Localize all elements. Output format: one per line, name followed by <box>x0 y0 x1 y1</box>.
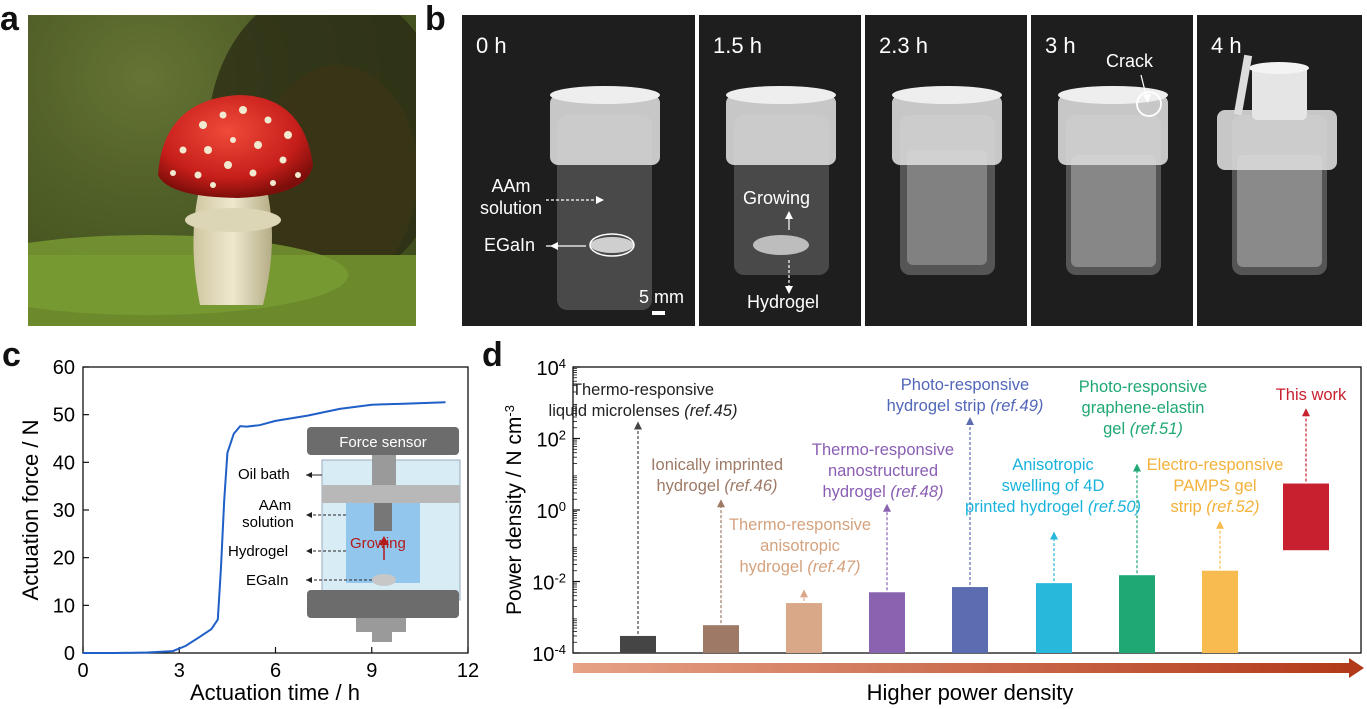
aam-line1: AAm <box>491 176 531 196</box>
bar <box>703 625 739 653</box>
bar <box>1202 570 1238 653</box>
bar-label: This work <box>1276 386 1347 404</box>
frame-0h: 0 h AAm solution EGaIn 5 mm <box>462 15 695 326</box>
x-axis-label: Actuation time / h <box>190 680 360 705</box>
vial-1-5h <box>726 86 836 294</box>
panel-label-d: d <box>482 336 503 374</box>
growing-label: Growing <box>743 188 811 208</box>
panel-label-a: a <box>0 0 19 38</box>
inset-aam-line2: solution <box>242 514 294 531</box>
x-tick-label: 3 <box>174 660 185 682</box>
inset-hydrogel-label: Hydrogel <box>228 543 288 560</box>
bar-label: Thermo-responsive nanostructured hydrogel … <box>812 441 954 501</box>
y-tick-label-d: 102 <box>537 427 566 452</box>
y-axis-label-d-exp: -3 <box>502 405 517 417</box>
bar-arrowhead <box>634 421 642 430</box>
force-curve <box>83 401 446 654</box>
time-label-0h: 0 h <box>476 33 507 58</box>
frame-1-5h: 1.5 h Growing Hydrogel <box>699 15 861 326</box>
time-label-2-3h: 2.3 h <box>879 33 928 58</box>
higher-power-arrow <box>573 663 1351 673</box>
panel-label-c: c <box>2 336 21 374</box>
time-label-3h: 3 h <box>1045 33 1076 58</box>
bar-label: Thermo-responsive liquid microlenses (ref… <box>549 381 738 420</box>
bar-label: Thermo-responsive anisotropic hydrogel (re… <box>729 516 871 576</box>
frame-2-3h: 2.3 h <box>865 15 1027 326</box>
y-tick-label: 40 <box>53 452 75 474</box>
y-tick-label: 10 <box>53 595 75 617</box>
bar-arrowhead <box>1050 531 1058 540</box>
inset-growing-label: Growing <box>350 535 406 552</box>
mushroom-photo <box>28 15 416 326</box>
x-tick-label: 9 <box>366 660 377 682</box>
inset-oil-bath-label: Oil bath <box>238 466 290 483</box>
panel-label-b: b <box>425 0 446 38</box>
x-tick-label: 12 <box>457 660 479 682</box>
bar <box>1283 483 1329 551</box>
y-tick-label-d: 104 <box>537 356 566 381</box>
hydrogel-label: Hydrogel <box>747 292 820 312</box>
x-tick-label: 0 <box>77 660 88 682</box>
inset-schematic: Force sensor Oil bath AAm solution Hydro… <box>228 427 461 642</box>
bar-arrowhead <box>883 503 891 512</box>
bar-arrowhead <box>966 416 974 425</box>
bar-arrowhead <box>717 499 725 508</box>
bar-label: Anisotropic swelling of 4D printed hydroge… <box>965 456 1141 516</box>
inset-aam-line1: AAm <box>259 497 292 514</box>
y-tick-label: 60 <box>53 357 75 379</box>
bar <box>1119 575 1155 653</box>
bar-arrowhead <box>1133 463 1141 472</box>
bar-label: Electro-responsive PAMPS gel strip (ref.52… <box>1147 456 1284 516</box>
bar-labels: Thermo-responsive liquid microlenses (ref… <box>549 376 1348 576</box>
y-tick-label: 0 <box>64 643 75 665</box>
x-tick-label: 6 <box>270 660 281 682</box>
y-tick-label-d: 100 <box>537 499 566 524</box>
bar-label: Photo-responsive graphene-elastin gel (ref… <box>1079 378 1207 438</box>
y-tick-label: 30 <box>53 500 75 522</box>
vial-0h <box>546 86 665 315</box>
y-axis-label: Actuation force / N <box>18 420 43 601</box>
y-tick-label-d: 10-2 <box>532 570 566 595</box>
bar <box>1036 583 1072 653</box>
higher-power-arrowhead <box>1349 658 1364 678</box>
bar <box>620 635 656 653</box>
aam-line2: solution <box>480 198 543 218</box>
bar-label: Ionically imprinted hydrogel (ref.46) <box>651 456 783 495</box>
bar-arrowhead <box>1216 520 1224 529</box>
vial-3h <box>1058 74 1168 275</box>
bars <box>620 408 1329 653</box>
y-tick-label: 20 <box>53 548 75 570</box>
frame-4h: 4 h <box>1197 15 1362 326</box>
frame-3h: 3 h Crack <box>1031 15 1193 326</box>
higher-power-label: Higher power density <box>867 680 1074 705</box>
y-tick-label-d: 10-4 <box>532 642 566 667</box>
y-axis-label-d-main: Power density / N cm <box>503 417 526 615</box>
time-label-1-5h: 1.5 h <box>713 33 762 58</box>
y-ticks: 0 10 20 30 40 50 60 <box>53 357 89 665</box>
vial-2-3h <box>892 86 1002 275</box>
inset-egain-label: EGaIn <box>246 572 289 589</box>
y-axis-label-d: Power density / N cm-3 <box>502 405 527 615</box>
x-ticks: 0 3 6 9 12 <box>77 647 479 682</box>
crack-label: Crack <box>1106 51 1154 71</box>
scale-bar-label: 5 mm <box>639 287 684 307</box>
time-label-4h: 4 h <box>1211 33 1242 58</box>
bar-arrowhead <box>800 589 808 598</box>
bar <box>786 603 822 653</box>
aam-solution-label: AAm solution <box>480 175 542 219</box>
y-tick-label: 50 <box>53 405 75 427</box>
bar-label: Photo-responsive hydrogel strip (ref.49) <box>887 376 1044 415</box>
y-ticks-d: 10-4 10-2 100 102 104 <box>532 356 580 667</box>
bar-arrowhead <box>1302 408 1310 417</box>
vial-4h <box>1217 54 1337 275</box>
mushroom-illustration <box>28 15 416 326</box>
inset-force-sensor-label: Force sensor <box>339 434 427 451</box>
egain-label: EGaIn <box>484 235 536 255</box>
bar <box>952 587 988 653</box>
bar <box>869 592 905 653</box>
